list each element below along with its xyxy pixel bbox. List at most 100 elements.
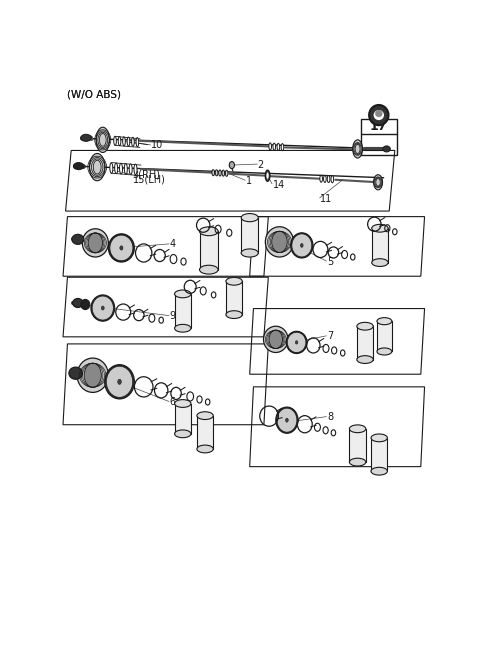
Ellipse shape (372, 258, 388, 266)
Ellipse shape (81, 134, 91, 141)
Ellipse shape (357, 322, 373, 330)
Ellipse shape (357, 356, 373, 363)
Ellipse shape (91, 295, 115, 321)
Text: (W/O ABS): (W/O ABS) (67, 90, 121, 100)
Ellipse shape (110, 163, 113, 173)
Text: 1: 1 (246, 176, 252, 186)
Ellipse shape (134, 164, 137, 174)
Ellipse shape (349, 425, 366, 433)
Text: 2: 2 (257, 159, 264, 170)
Text: 3(RH): 3(RH) (132, 170, 160, 180)
Ellipse shape (96, 127, 109, 152)
Ellipse shape (324, 175, 326, 182)
Ellipse shape (175, 400, 191, 407)
Text: 7: 7 (327, 331, 333, 341)
Ellipse shape (120, 246, 123, 250)
Ellipse shape (277, 144, 280, 150)
Ellipse shape (353, 140, 362, 158)
Bar (175, 294, 191, 328)
Ellipse shape (72, 234, 84, 245)
Ellipse shape (272, 232, 287, 253)
Ellipse shape (77, 358, 108, 392)
Ellipse shape (269, 143, 272, 150)
Ellipse shape (281, 144, 284, 151)
Ellipse shape (108, 234, 134, 262)
Ellipse shape (241, 214, 258, 222)
Ellipse shape (371, 434, 387, 441)
Ellipse shape (371, 467, 387, 475)
Bar (357, 326, 373, 359)
Ellipse shape (200, 265, 218, 274)
Ellipse shape (320, 175, 323, 182)
Ellipse shape (349, 459, 366, 466)
Ellipse shape (373, 174, 383, 190)
Ellipse shape (372, 224, 388, 232)
Bar (349, 429, 366, 462)
Ellipse shape (226, 277, 242, 285)
Text: 15(LH): 15(LH) (132, 174, 166, 185)
Ellipse shape (81, 299, 90, 310)
Ellipse shape (377, 348, 392, 355)
Text: 10: 10 (151, 140, 163, 150)
Ellipse shape (375, 110, 383, 117)
Ellipse shape (225, 171, 228, 176)
Ellipse shape (197, 412, 213, 420)
Text: 6: 6 (170, 397, 176, 407)
Ellipse shape (73, 163, 84, 170)
Ellipse shape (200, 227, 218, 236)
Text: 17: 17 (370, 120, 387, 133)
Ellipse shape (264, 326, 288, 352)
Ellipse shape (373, 110, 384, 120)
Ellipse shape (83, 229, 108, 257)
Text: (W/O ABS): (W/O ABS) (67, 90, 121, 100)
Bar (377, 321, 392, 352)
Ellipse shape (114, 136, 116, 146)
Bar (372, 228, 388, 262)
Bar (241, 218, 258, 253)
Ellipse shape (84, 363, 101, 387)
Ellipse shape (175, 290, 191, 298)
Bar (360, 119, 397, 155)
Ellipse shape (273, 143, 276, 150)
Ellipse shape (219, 170, 221, 176)
Ellipse shape (290, 233, 313, 258)
Ellipse shape (266, 173, 269, 178)
Ellipse shape (175, 324, 191, 332)
Ellipse shape (276, 407, 298, 434)
Text: 9: 9 (170, 311, 176, 321)
Ellipse shape (369, 105, 388, 125)
Ellipse shape (175, 430, 191, 438)
Ellipse shape (377, 318, 392, 325)
Ellipse shape (88, 233, 103, 253)
Ellipse shape (265, 227, 294, 257)
Ellipse shape (226, 311, 242, 319)
Bar (175, 403, 191, 434)
Text: 5: 5 (327, 256, 333, 266)
Ellipse shape (105, 365, 134, 399)
Ellipse shape (118, 136, 121, 146)
Ellipse shape (69, 367, 83, 379)
Ellipse shape (72, 298, 83, 308)
Ellipse shape (127, 137, 130, 146)
Ellipse shape (212, 170, 215, 176)
Ellipse shape (118, 379, 121, 384)
Ellipse shape (115, 163, 118, 174)
Bar (226, 281, 242, 315)
Bar (200, 232, 218, 270)
Ellipse shape (295, 340, 298, 344)
Ellipse shape (269, 330, 283, 348)
Ellipse shape (241, 249, 258, 257)
Bar (197, 416, 213, 449)
Ellipse shape (327, 176, 330, 182)
Ellipse shape (197, 445, 213, 453)
Ellipse shape (136, 138, 139, 147)
Text: 11: 11 (321, 194, 333, 204)
Ellipse shape (229, 161, 234, 169)
Ellipse shape (383, 146, 390, 152)
Text: 8: 8 (327, 412, 333, 422)
Ellipse shape (222, 170, 225, 176)
Ellipse shape (120, 163, 122, 174)
Bar (371, 438, 387, 471)
Ellipse shape (89, 154, 105, 181)
Ellipse shape (286, 331, 307, 354)
